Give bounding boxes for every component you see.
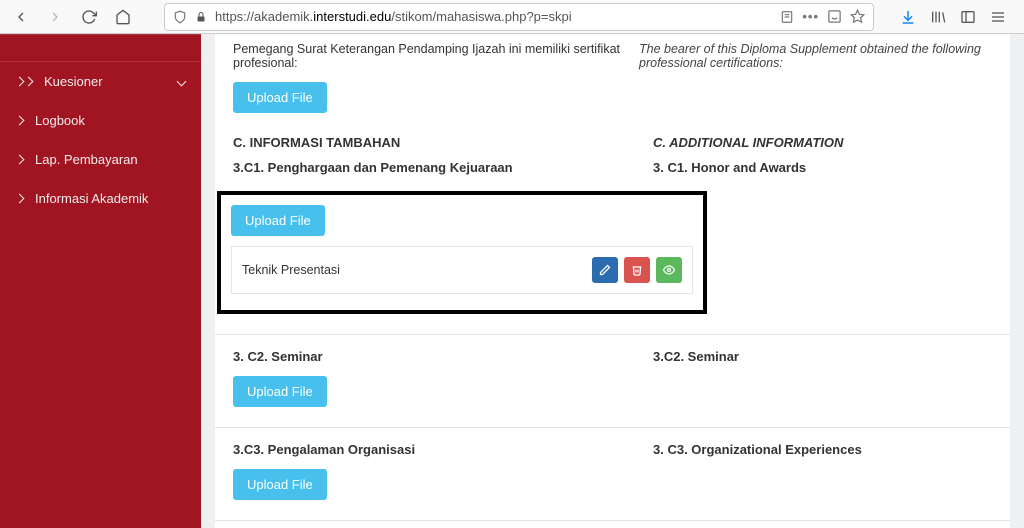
browser-toolbar: https://akademik.interstudi.edu/stikom/m… [0,0,1024,34]
reload-button[interactable] [76,4,102,30]
sidebar-item-label: Informasi Akademik [35,191,185,206]
shield-icon [173,10,187,24]
permissions-icon[interactable] [827,9,842,24]
sidebar-icon[interactable] [960,9,976,25]
intro-right: The bearer of this Diploma Supplement ob… [639,34,1006,82]
section-c-heading-en: C. ADDITIONAL INFORMATION [653,135,1006,150]
home-button[interactable] [110,4,136,30]
file-table: Teknik Presentasi [231,246,693,294]
section-c-heading-id: C. INFORMASI TAMBAHAN [233,135,645,150]
edit-icon [599,264,611,276]
sidebar-item-label [34,39,185,49]
view-button[interactable] [656,257,682,283]
sidebar: Kuesioner Logbook Lap. Pembayaran Inform… [0,34,201,528]
reader-icon[interactable] [780,10,794,24]
toolbar-right [890,9,1016,25]
double-chevron-icon [16,78,32,85]
url-post: /stikom/mahasiswa.php?p=skpi [391,9,571,24]
url-bar[interactable]: https://akademik.interstudi.edu/stikom/m… [164,3,874,31]
c1-highlight-box: Upload File Teknik Presentasi [217,191,707,314]
chevron-right-icon [15,116,25,126]
separator [215,334,1010,335]
eye-icon [663,264,675,276]
upload-button[interactable]: Upload File [233,376,327,407]
library-icon[interactable] [930,9,946,25]
sidebar-item-kuesioner[interactable]: Kuesioner [0,62,201,101]
sidebar-item-logbook[interactable]: Logbook [0,101,201,140]
upload-button[interactable]: Upload File [233,469,327,500]
c2-sub-id: 3. C2. Seminar [233,349,645,364]
c3-sub-id: 3.C3. Pengalaman Organisasi [233,442,645,457]
bookmark-star-icon[interactable] [850,9,865,24]
intro-left: Pemegang Surat Keterangan Pendamping Ija… [233,34,631,82]
url-domain: interstudi.edu [313,9,391,24]
sidebar-item-pembayaran[interactable]: Lap. Pembayaran [0,140,201,179]
edit-button[interactable] [592,257,618,283]
chevron-right-icon [15,194,25,204]
chevron-down-icon [177,77,187,87]
sidebar-item-label: Lap. Pembayaran [35,152,185,167]
url-text: https://akademik.interstudi.edu/stikom/m… [215,9,772,24]
c1-sub-en: 3. C1. Honor and Awards [653,160,1006,175]
sidebar-item-informasi[interactable]: Informasi Akademik [0,179,201,218]
menu-icon[interactable] [990,9,1006,25]
back-button[interactable] [8,4,34,30]
c1-sub-id: 3.C1. Penghargaan dan Pemenang Kejuaraan [233,160,645,175]
sidebar-item-label: Kuesioner [44,74,166,89]
trash-icon [631,264,643,276]
file-name: Teknik Presentasi [242,263,592,277]
chevron-right-icon [15,155,25,165]
file-row: Teknik Presentasi [232,247,692,293]
url-pre: https://akademik. [215,9,313,24]
page-actions-icon[interactable]: ••• [802,9,819,24]
main-content: Pemegang Surat Keterangan Pendamping Ija… [201,34,1024,528]
sidebar-item-label: Logbook [35,113,185,128]
forward-button[interactable] [42,4,68,30]
upload-button[interactable]: Upload File [231,205,325,236]
delete-button[interactable] [624,257,650,283]
upload-button[interactable]: Upload File [233,82,327,113]
separator [215,520,1010,521]
downloads-icon[interactable] [900,9,916,25]
c2-sub-en: 3.C2. Seminar [653,349,1006,364]
c3-sub-en: 3. C3. Organizational Experiences [653,442,1006,457]
separator [215,427,1010,428]
sidebar-item-skpi[interactable] [0,34,201,62]
lock-icon [195,11,207,23]
